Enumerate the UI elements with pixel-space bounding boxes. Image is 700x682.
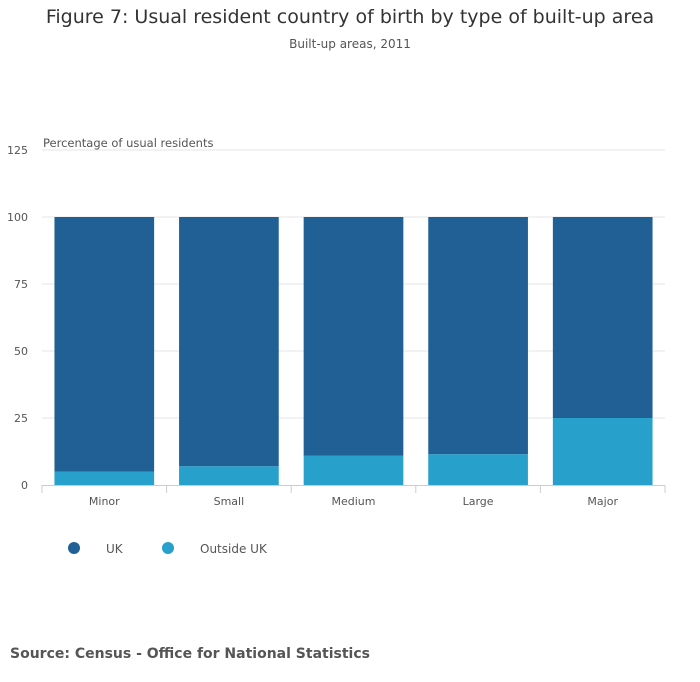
x-tick-label: Minor xyxy=(89,495,120,508)
source-note: Source: Census - Office for National Sta… xyxy=(10,646,370,662)
bar-outside-uk xyxy=(552,418,653,485)
legend-label: Outside UK xyxy=(200,542,268,556)
y-tick-label: 75 xyxy=(14,278,28,291)
bar-uk xyxy=(179,217,279,467)
x-tick-label: Major xyxy=(587,495,618,508)
y-tick-label: 25 xyxy=(14,412,28,425)
y-axis-label: Percentage of usual residents xyxy=(43,136,213,150)
x-tick-label: Medium xyxy=(332,495,376,508)
bar-outside-uk xyxy=(428,454,528,485)
legend-marker-uk xyxy=(68,542,80,554)
legend-marker-outside-uk xyxy=(162,542,174,554)
y-tick-label: 50 xyxy=(14,345,28,358)
bar-uk xyxy=(428,217,528,455)
y-tick-label: 100 xyxy=(7,211,28,224)
bar-outside-uk xyxy=(54,471,155,485)
chart-title: Figure 7: Usual resident country of birt… xyxy=(45,6,655,28)
chart-subtitle: Built-up areas, 2011 xyxy=(289,37,411,51)
y-tick-label: 125 xyxy=(7,144,28,157)
bar-uk xyxy=(54,217,155,472)
bar-uk xyxy=(552,217,653,418)
legend-label: UK xyxy=(106,542,124,556)
bar-outside-uk xyxy=(303,455,404,485)
y-tick-label: 0 xyxy=(21,479,28,492)
bar-uk xyxy=(303,217,404,456)
x-tick-label: Small xyxy=(214,495,245,508)
x-tick-label: Large xyxy=(463,495,494,508)
chart-area: 0 25 50 75 100 125 Percentage of usual residen… xyxy=(7,136,666,556)
bar-outside-uk xyxy=(179,466,279,485)
